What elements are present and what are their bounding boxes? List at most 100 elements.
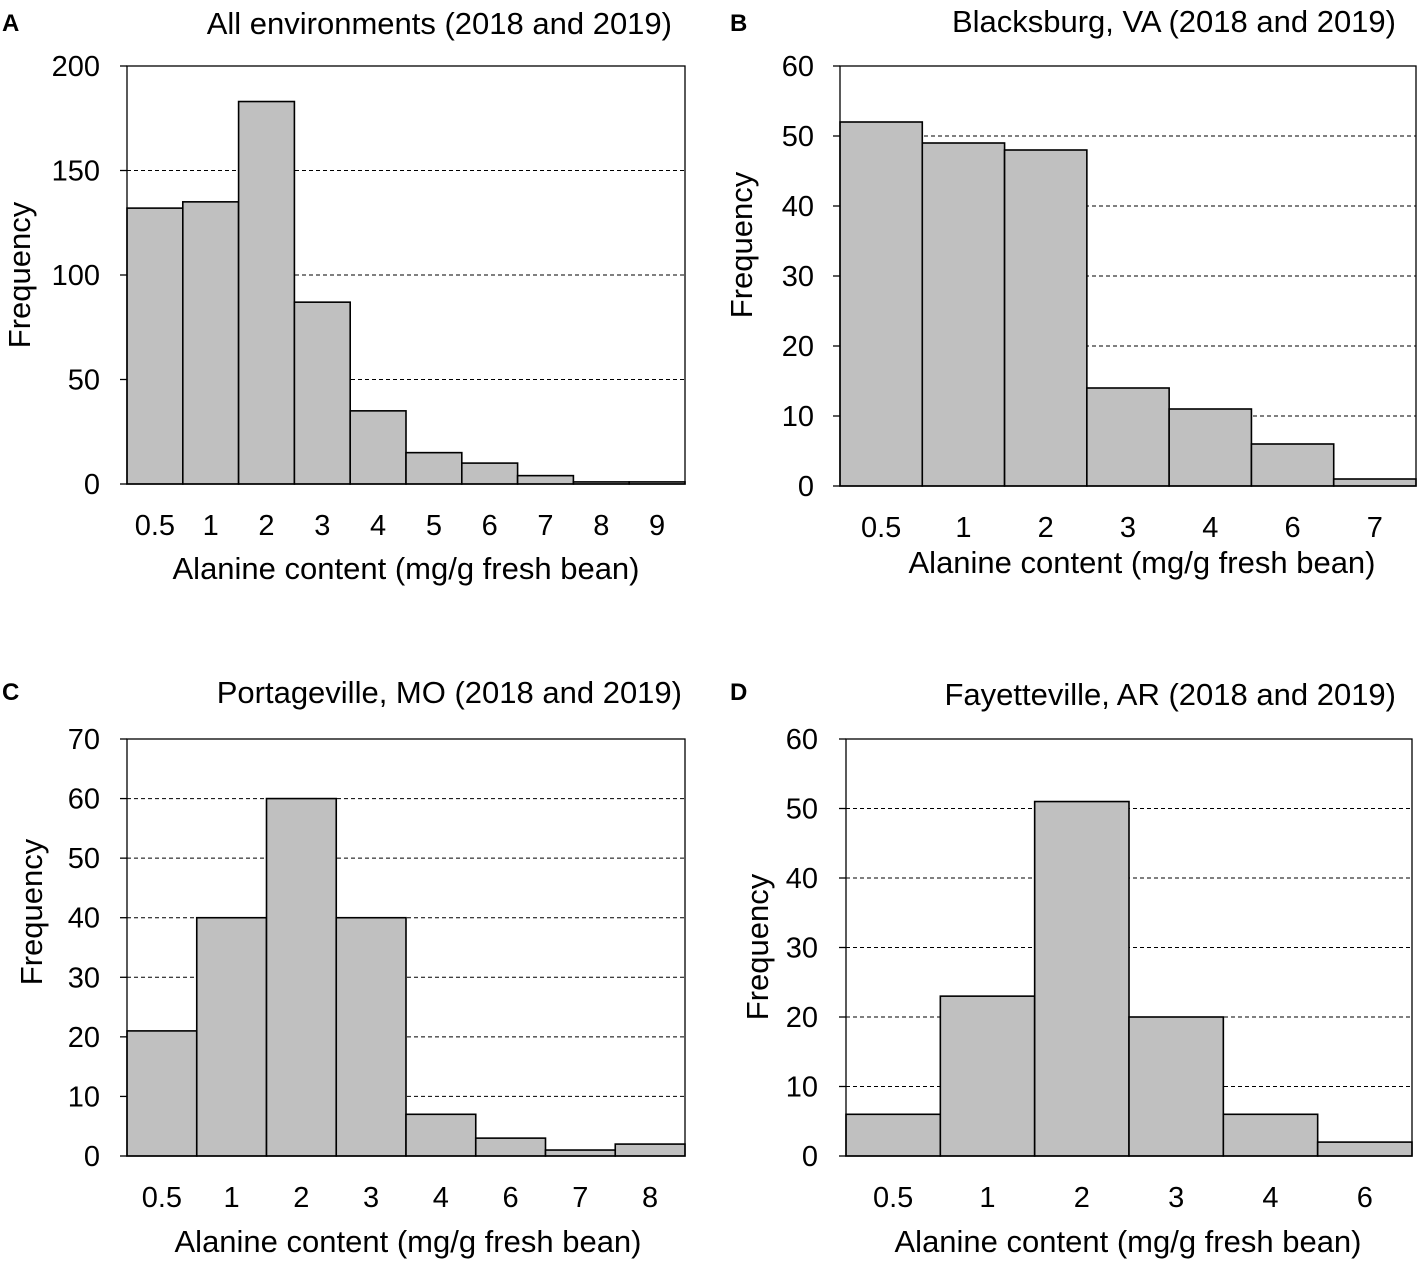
x-tick-label: 6 <box>1357 1182 1373 1214</box>
y-tick-label: 60 <box>782 51 814 83</box>
y-axis-label: Frequency <box>724 171 759 318</box>
y-tick-label: 0 <box>84 1141 100 1173</box>
chart-panel-b: 0 10 20 30 40 50 60 0.5 1 2 3 4 6 7 B Blacksburg, VA (2… <box>724 4 1417 580</box>
x-tick-label: 1 <box>979 1182 995 1214</box>
x-tick-label: 6 <box>482 510 498 542</box>
bar <box>544 1149 617 1157</box>
y-tick-label: 0 <box>802 1141 818 1173</box>
x-tick-label: 1 <box>203 510 219 542</box>
y-tick-label: 0 <box>798 471 814 503</box>
panel-letter: B <box>730 10 747 37</box>
x-axis-label: Alanine content (mg/g fresh bean) <box>173 551 640 586</box>
y-axis-label: Frequency <box>740 873 775 1020</box>
x-tick-label: 8 <box>593 510 609 542</box>
x-tick-label: 4 <box>1262 1182 1278 1214</box>
x-tick-label: 0.5 <box>135 510 175 542</box>
x-tick-label: 2 <box>293 1182 309 1214</box>
y-tick-label: 30 <box>68 962 100 994</box>
bar <box>237 100 296 485</box>
bar <box>1033 800 1130 1157</box>
x-tick-label: 0.5 <box>873 1182 913 1214</box>
x-tick-label: 3 <box>363 1182 379 1214</box>
x-tick-label: 1 <box>955 512 971 544</box>
bar <box>1128 1016 1225 1157</box>
x-tick-label: 7 <box>1367 512 1383 544</box>
chart-panel-a: 0 50 100 150 200 0.5 1 2 3 4 5 6 7 8 9 A All environment… <box>2 6 686 586</box>
y-tick-label: 50 <box>68 843 100 875</box>
bar <box>349 410 407 485</box>
x-axis-label: Alanine content (mg/g fresh bean) <box>909 545 1376 580</box>
panel-letter: C <box>2 679 19 706</box>
x-tick-label: 6 <box>1285 512 1301 544</box>
bar <box>921 142 1006 487</box>
bar <box>1168 408 1253 487</box>
y-tick-label: 70 <box>68 724 100 756</box>
y-tick-label: 20 <box>782 331 814 363</box>
bar <box>126 1030 198 1157</box>
x-tick-label: 8 <box>642 1182 658 1214</box>
y-axis-label: Frequency <box>14 838 49 985</box>
x-tick-label: 3 <box>314 510 330 542</box>
x-tick-label: 9 <box>649 510 665 542</box>
chart-title: Portageville, MO (2018 and 2019) <box>217 675 682 710</box>
y-tick-label: 150 <box>52 156 100 188</box>
x-tick-label: 2 <box>1074 1182 1090 1214</box>
x-axis-label: Alanine content (mg/g fresh bean) <box>175 1224 642 1259</box>
y-tick-label: 60 <box>786 724 818 756</box>
bar <box>1003 149 1088 487</box>
bar <box>1222 1113 1319 1157</box>
panel-letter: D <box>730 679 747 706</box>
y-tick-label: 30 <box>786 933 818 965</box>
x-tick-label: 4 <box>433 1182 449 1214</box>
x-tick-label: 3 <box>1168 1182 1184 1214</box>
bar <box>1332 478 1417 487</box>
bar <box>265 797 338 1157</box>
plot-frame <box>126 738 686 1157</box>
x-tick-label: 3 <box>1120 512 1136 544</box>
y-axis-label: Frequency <box>2 201 37 348</box>
x-tick-label: 7 <box>537 510 553 542</box>
bar <box>839 121 924 487</box>
y-tick-label: 20 <box>786 1002 818 1034</box>
bar <box>460 462 519 485</box>
bar <box>516 474 575 485</box>
bar <box>126 207 184 485</box>
x-tick-label: 4 <box>1202 512 1218 544</box>
x-tick-label: 6 <box>503 1182 519 1214</box>
y-tick-label: 10 <box>782 401 814 433</box>
y-tick-label: 0 <box>84 469 100 501</box>
bar <box>845 1113 942 1157</box>
y-tick-label: 200 <box>52 51 100 83</box>
y-tick-label: 40 <box>68 903 100 935</box>
bar <box>195 916 268 1157</box>
x-tick-label: 2 <box>258 510 274 542</box>
bar <box>939 995 1036 1157</box>
bar <box>405 451 463 485</box>
y-tick-label: 40 <box>782 191 814 223</box>
y-tick-label: 50 <box>786 794 818 826</box>
x-tick-label: 7 <box>572 1182 588 1214</box>
bar <box>182 201 240 485</box>
bar <box>474 1137 547 1157</box>
x-tick-label: 0.5 <box>861 512 901 544</box>
bar <box>1250 443 1335 487</box>
y-tick-label: 10 <box>786 1072 818 1104</box>
x-tick-label: 4 <box>370 510 386 542</box>
x-tick-label: 1 <box>224 1182 240 1214</box>
bar <box>1316 1141 1413 1157</box>
chart-title: Fayetteville, AR (2018 and 2019) <box>945 677 1397 712</box>
bar <box>293 301 351 485</box>
y-tick-label: 100 <box>52 260 100 292</box>
y-tick-label: 50 <box>782 121 814 153</box>
panel-letter: A <box>2 10 19 37</box>
y-tick-label: 40 <box>786 863 818 895</box>
x-axis-label: Alanine content (mg/g fresh bean) <box>895 1224 1362 1259</box>
chart-title: Blacksburg, VA (2018 and 2019) <box>952 4 1396 39</box>
bar <box>614 1143 686 1157</box>
x-tick-label: 5 <box>426 510 442 542</box>
bar <box>405 1113 477 1157</box>
x-tick-label: 2 <box>1038 512 1054 544</box>
bar <box>1086 387 1170 487</box>
chart-title: All environments (2018 and 2019) <box>207 6 672 41</box>
